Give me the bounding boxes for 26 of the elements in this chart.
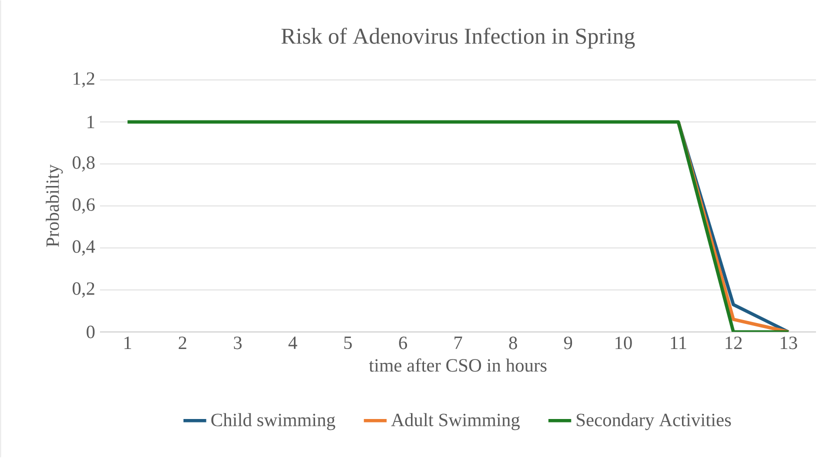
x-tick-label: 7 xyxy=(454,336,462,350)
x-tick-label: 5 xyxy=(344,336,352,350)
chart-title: Risk of Adenovirus Infection in Spring xyxy=(281,28,635,49)
x-tick-label: 13 xyxy=(780,336,798,350)
x-tick-label: 6 xyxy=(399,336,408,350)
x-tick-label: 9 xyxy=(564,336,572,350)
y-tick-label: 1 xyxy=(88,116,94,128)
x-tick-label: 2 xyxy=(178,336,186,350)
y-tick-label: 0,6 xyxy=(72,198,95,214)
x-tick-label: 1 xyxy=(124,336,132,350)
legend-label: Adult Swimming xyxy=(391,413,520,430)
y-tick-label: 0,4 xyxy=(72,240,96,256)
x-tick-label: 4 xyxy=(288,336,298,350)
x-tick-label: 10 xyxy=(616,336,632,350)
x-tick-label: 3 xyxy=(234,336,242,350)
x-tick-label: 11 xyxy=(670,336,686,350)
x-axis-title: time after CSO in hours xyxy=(369,358,546,372)
y-tick-label: 0,8 xyxy=(72,156,95,172)
x-tick-label: 8 xyxy=(509,336,518,350)
y-tick-label: 0,2 xyxy=(72,282,94,298)
y-tick-label: 0 xyxy=(86,326,95,338)
y-axis-title: Probability xyxy=(46,164,63,248)
legend-label: Child swimming xyxy=(211,413,336,430)
x-tick-label: 12 xyxy=(726,336,742,350)
legend-label: Secondary Activities xyxy=(576,413,731,430)
y-tick-label: 1,2 xyxy=(74,72,94,88)
